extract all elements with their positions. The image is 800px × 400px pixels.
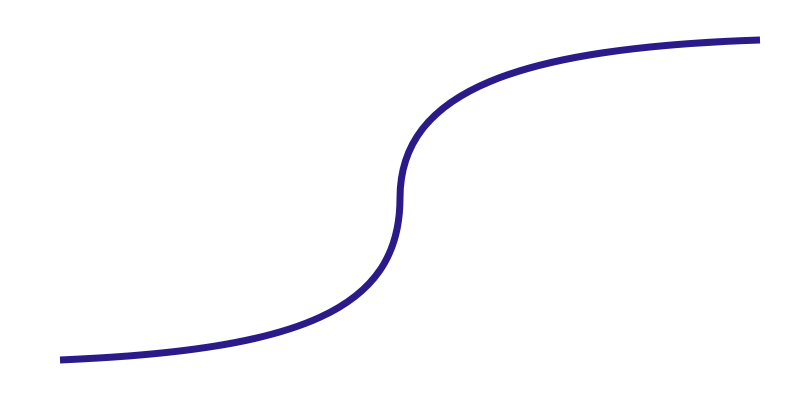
s-curve-line [59,36,761,364]
